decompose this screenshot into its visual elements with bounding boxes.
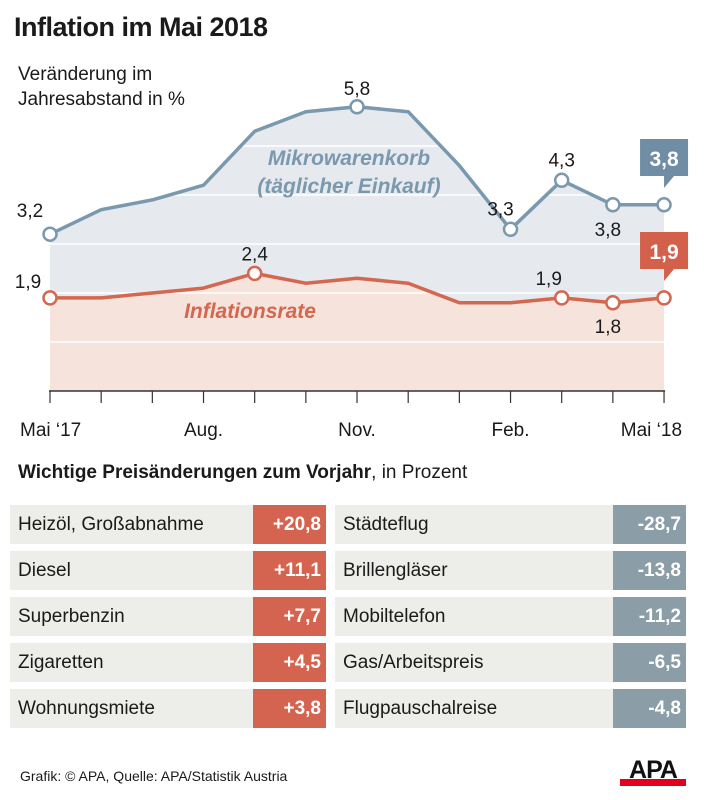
item-label: Mobiltelefon	[343, 606, 446, 627]
item-label: Flugpauschalreise	[343, 698, 498, 719]
series-name-mikrowarenkorb: (täglicher Einkauf)	[257, 175, 440, 198]
series-name-mikrowarenkorb: Mikrowarenkorb	[268, 147, 430, 170]
item-value: +20,8	[253, 505, 326, 544]
data-label: 3,3	[487, 199, 513, 220]
price-change-row: Wohnungsmiete +3,8	[10, 689, 326, 728]
data-point-marker	[502, 221, 519, 238]
data-point-marker	[605, 295, 621, 311]
item-label: Städteflug	[343, 514, 429, 535]
x-tick-label: Feb.	[492, 420, 530, 441]
data-point-marker	[553, 172, 570, 189]
item-value: +4,5	[253, 643, 326, 682]
price-change-row: Brillengläser -13,8	[335, 551, 686, 590]
data-point-marker	[656, 290, 672, 306]
logo-bar	[620, 779, 686, 786]
line-chart: Mai ‘17 Aug. Nov. Feb. Mai ‘18 3,2 5,8 3,3 4,3 3,…	[15, 79, 689, 441]
data-label: 5,8	[344, 79, 370, 100]
x-tick-label: Mai ‘17	[20, 420, 81, 441]
series-name-inflationsrate: Inflationsrate	[184, 300, 316, 323]
value-badge	[640, 232, 689, 281]
item-label: Superbenzin	[18, 606, 125, 627]
value-badge-label: 1,9	[649, 241, 678, 264]
data-point-marker	[349, 99, 365, 115]
x-tick-label: Nov.	[338, 420, 376, 441]
chart-subtitle: Veränderung im Jahresabstand in %	[18, 64, 185, 110]
item-value: -6,5	[613, 643, 686, 682]
data-point-marker	[246, 265, 263, 282]
data-label: 3,2	[17, 201, 43, 222]
item-value: -4,8	[613, 689, 686, 728]
section-title-bold: Wichtige Preisänderungen zum Vorjahr	[18, 462, 372, 483]
apa-logo: APA	[620, 756, 686, 786]
data-point-marker	[553, 290, 570, 306]
price-change-row: Städteflug -28,7	[335, 505, 686, 544]
price-change-row: Diesel +11,1	[10, 551, 326, 590]
data-point-marker	[605, 197, 621, 213]
price-change-row: Flugpauschalreise -4,8	[335, 689, 686, 728]
data-label: 1,9	[535, 269, 561, 290]
x-tick-label: Aug.	[184, 420, 223, 441]
source-credit: Grafik: © APA, Quelle: APA/Statistik Aus…	[20, 768, 288, 784]
item-label: Diesel	[18, 560, 71, 581]
item-value: +3,8	[253, 689, 326, 728]
data-label: 4,3	[548, 150, 574, 171]
data-label: 2,4	[241, 244, 268, 265]
data-label: 3,8	[595, 220, 621, 241]
section-title: Wichtige Preisänderungen zum Vorjahr, in…	[18, 462, 467, 484]
item-value: -11,2	[613, 597, 686, 636]
item-label: Brillengläser	[343, 560, 448, 581]
data-point-marker	[42, 290, 58, 306]
price-change-row: Mobiltelefon -11,2	[335, 597, 686, 636]
item-label: Zigaretten	[18, 652, 104, 673]
item-value: +7,7	[253, 597, 326, 636]
price-change-row: Superbenzin +7,7	[10, 597, 326, 636]
data-label: 1,8	[595, 317, 621, 338]
item-label: Wohnungsmiete	[18, 698, 155, 719]
item-label: Gas/Arbeitspreis	[343, 652, 484, 673]
price-change-row: Gas/Arbeitspreis -6,5	[335, 643, 686, 682]
price-change-row: Zigaretten +4,5	[10, 643, 326, 682]
section-title-rest: , in Prozent	[371, 462, 468, 483]
item-value: +11,1	[253, 551, 326, 590]
x-tick-label: Mai ‘18	[621, 420, 682, 441]
data-point-marker	[656, 197, 672, 213]
item-value: -28,7	[613, 505, 686, 544]
value-badge	[640, 139, 689, 188]
item-label: Heizöl, Großabnahme	[18, 514, 204, 535]
page-title: Inflation im Mai 2018	[14, 12, 268, 42]
data-point-marker	[42, 226, 58, 242]
data-label: 1,9	[15, 272, 41, 293]
item-value: -13,8	[613, 551, 686, 590]
price-change-row: Heizöl, Großabnahme +20,8	[10, 505, 326, 544]
value-badge-label: 3,8	[649, 148, 679, 171]
